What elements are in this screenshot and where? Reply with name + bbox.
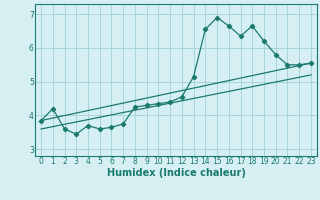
X-axis label: Humidex (Indice chaleur): Humidex (Indice chaleur) [107, 168, 245, 178]
